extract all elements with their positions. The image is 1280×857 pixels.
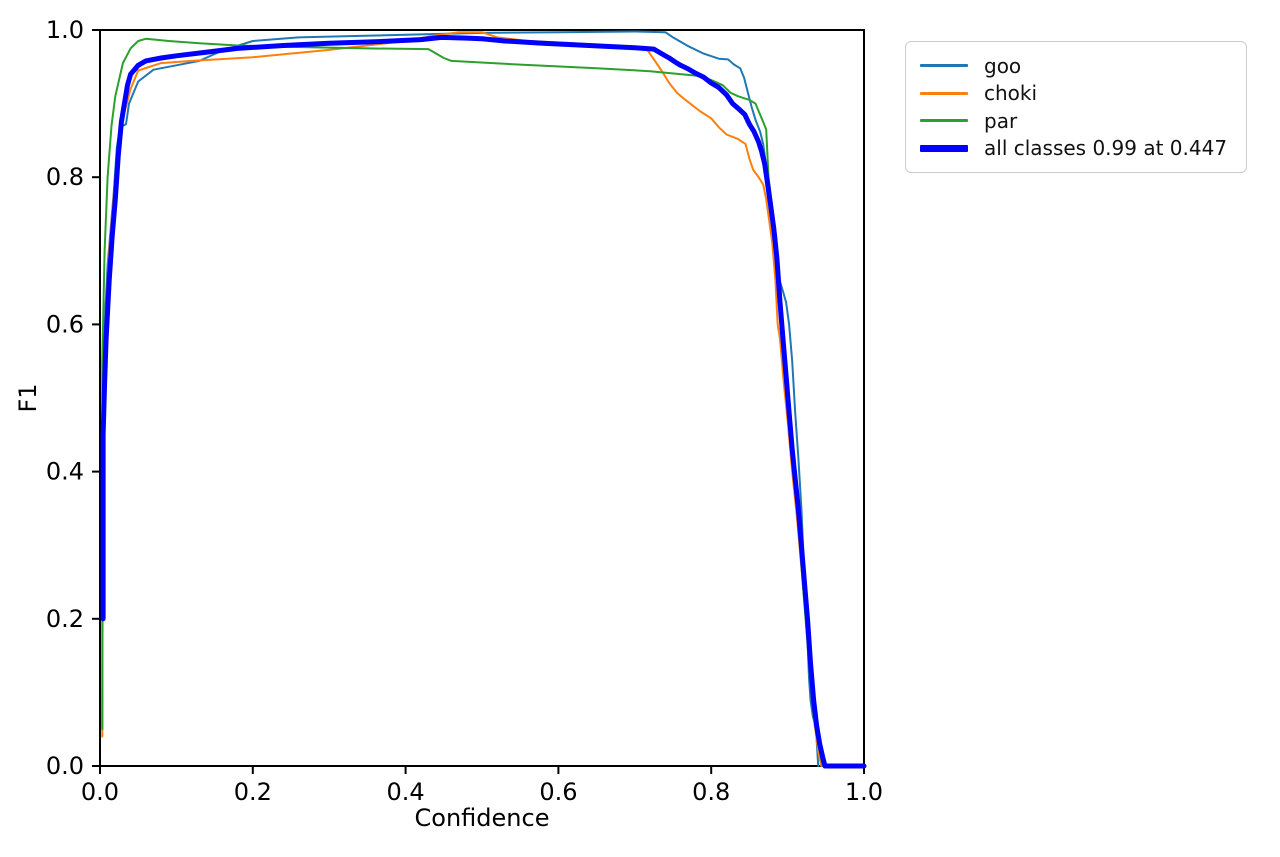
- curve-all-classes-0.99-at-0.447: [100, 34, 867, 769]
- curves-group: [100, 30, 867, 769]
- axis-tick-labels: 0.0 0.2 0.4 0.6 0.8 1.0 0.0 0.2 0.4 0.6 0.8 1.0: [46, 16, 883, 806]
- y-tick-label: 0.4: [46, 458, 84, 486]
- legend: goo choki par all classes 0.99 at 0.447: [905, 41, 1247, 173]
- curve-par: [101, 37, 824, 767]
- x-tick-label: 0.8: [692, 778, 730, 806]
- legend-label-goo: goo: [984, 53, 1022, 78]
- legend-item-all-classes: all classes 0.99 at 0.447: [920, 135, 1232, 161]
- curve-choki: [101, 31, 823, 767]
- choki-line-swatch: [920, 91, 968, 95]
- y-axis-label: F1: [14, 383, 42, 412]
- y-tick-label: 0.2: [46, 605, 84, 633]
- plot-border: [99, 29, 865, 767]
- x-tick-label: 0.2: [234, 778, 272, 806]
- all-classes-line-swatch: [920, 144, 968, 152]
- y-tick-label: 0.6: [46, 310, 84, 338]
- legend-label-all-classes: all classes 0.99 at 0.447: [984, 136, 1228, 161]
- legend-item-choki: choki: [920, 80, 1232, 106]
- par-line-swatch: [920, 119, 968, 123]
- y-tick-label: 1.0: [46, 16, 84, 44]
- axis-ticks: [92, 29, 865, 774]
- y-tick-label: 0.8: [46, 163, 84, 191]
- x-tick-label: 0.4: [387, 778, 425, 806]
- y-tick-label: 0.0: [46, 752, 84, 780]
- legend-item-goo: goo: [920, 53, 1232, 79]
- x-tick-label: 0.6: [539, 778, 577, 806]
- curve-goo: [101, 30, 820, 767]
- x-axis-label: Confidence: [415, 804, 550, 832]
- goo-line-swatch: [920, 64, 968, 68]
- legend-item-par: par: [920, 108, 1232, 134]
- legend-label-par: par: [984, 108, 1018, 133]
- legend-label-choki: choki: [984, 81, 1038, 106]
- x-tick-label: 1.0: [845, 778, 883, 806]
- x-tick-label: 0.0: [81, 778, 119, 806]
